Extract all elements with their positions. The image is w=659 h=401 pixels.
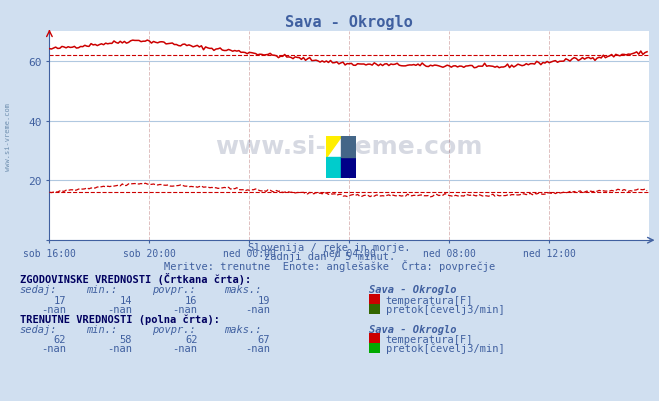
Text: -nan: -nan [245, 304, 270, 314]
Text: povpr.:: povpr.: [152, 285, 195, 295]
Text: -nan: -nan [107, 343, 132, 353]
Text: maks.:: maks.: [224, 324, 262, 334]
Text: Sava - Okroglo: Sava - Okroglo [369, 324, 457, 334]
Text: 58: 58 [119, 334, 132, 344]
Text: Slovenija / reke in morje.: Slovenija / reke in morje. [248, 243, 411, 253]
Text: 67: 67 [258, 334, 270, 344]
Text: -nan: -nan [107, 304, 132, 314]
Text: pretok[čevelj3/min]: pretok[čevelj3/min] [386, 342, 504, 353]
Polygon shape [326, 136, 341, 157]
Text: maks.:: maks.: [224, 285, 262, 295]
Title: Sava - Okroglo: Sava - Okroglo [285, 14, 413, 30]
Text: 16: 16 [185, 295, 198, 305]
Text: -nan: -nan [245, 343, 270, 353]
Polygon shape [341, 157, 356, 178]
Text: -nan: -nan [173, 304, 198, 314]
Text: min.:: min.: [86, 324, 117, 334]
Polygon shape [341, 136, 356, 157]
Text: www.si-vreme.com: www.si-vreme.com [215, 135, 483, 159]
Text: ZGODOVINSKE VREDNOSTI (Črtkana črta):: ZGODOVINSKE VREDNOSTI (Črtkana črta): [20, 273, 251, 285]
Text: temperatura[F]: temperatura[F] [386, 295, 473, 305]
Polygon shape [326, 157, 341, 178]
Text: -nan: -nan [173, 343, 198, 353]
Text: sedaj:: sedaj: [20, 285, 57, 295]
Text: -nan: -nan [41, 343, 66, 353]
Text: 62: 62 [53, 334, 66, 344]
Text: 17: 17 [53, 295, 66, 305]
Text: sedaj:: sedaj: [20, 324, 57, 334]
Text: 14: 14 [119, 295, 132, 305]
Text: TRENUTNE VREDNOSTI (polna črta):: TRENUTNE VREDNOSTI (polna črta): [20, 314, 219, 324]
Text: Meritve: trenutne  Enote: anglešaške  Črta: povprečje: Meritve: trenutne Enote: anglešaške Črta… [164, 259, 495, 271]
Text: 62: 62 [185, 334, 198, 344]
Text: pretok[čevelj3/min]: pretok[čevelj3/min] [386, 304, 504, 314]
Text: zadnji dan / 5 minut.: zadnji dan / 5 minut. [264, 252, 395, 262]
Text: Sava - Okroglo: Sava - Okroglo [369, 285, 457, 295]
Text: povpr.:: povpr.: [152, 324, 195, 334]
Text: 19: 19 [258, 295, 270, 305]
Text: www.si-vreme.com: www.si-vreme.com [5, 102, 11, 170]
Text: min.:: min.: [86, 285, 117, 295]
Text: -nan: -nan [41, 304, 66, 314]
Text: temperatura[F]: temperatura[F] [386, 334, 473, 344]
